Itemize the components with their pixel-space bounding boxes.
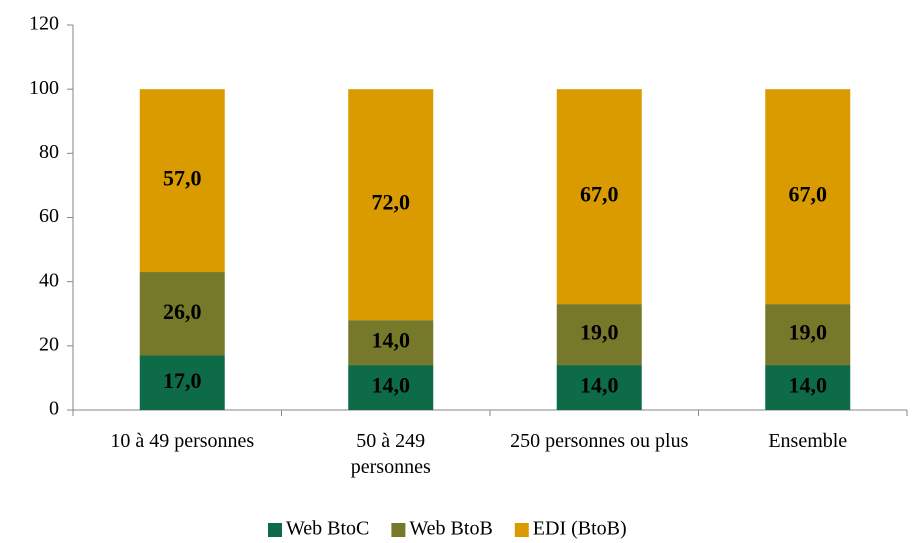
y-tick-label: 0	[49, 398, 59, 420]
x-tick-label: 50 à 249 personnes	[350, 430, 431, 478]
y-tick-label: 60	[39, 205, 59, 227]
x-tick-label: 250 personnes ou plus	[510, 430, 689, 452]
y-tick-label: 120	[29, 13, 59, 35]
y-tick-label: 20	[39, 333, 59, 355]
data-label: 19,0	[580, 320, 619, 345]
data-label: 19,0	[789, 320, 828, 345]
x-tick-label: 10 à 49 personnes	[110, 430, 255, 452]
bar-segment	[348, 89, 434, 321]
data-label: 14,0	[372, 373, 411, 398]
data-label: 72,0	[372, 190, 411, 215]
bar-segment	[139, 272, 225, 356]
y-tick-label: 100	[29, 77, 59, 99]
data-label: 17,0	[163, 368, 202, 393]
data-label: 14,0	[580, 373, 619, 398]
bar-segment	[139, 355, 225, 410]
legend-label: Web BtoC	[286, 518, 369, 540]
data-label: 57,0	[163, 166, 202, 191]
bar-segment	[556, 304, 642, 366]
data-label: 26,0	[163, 299, 202, 324]
bar-segment	[765, 365, 851, 410]
bar-segment	[765, 304, 851, 366]
data-label: 67,0	[789, 182, 828, 207]
bar-segment	[556, 89, 642, 305]
bar-segment	[556, 365, 642, 410]
data-label: 14,0	[789, 373, 828, 398]
legend-swatch	[514, 523, 529, 537]
legend-swatch	[391, 523, 406, 537]
bar-segment	[348, 365, 434, 410]
y-tick-label: 40	[39, 269, 59, 291]
y-tick-label: 80	[39, 141, 59, 163]
legend-swatch	[268, 523, 282, 537]
x-tick-label: Ensemble	[768, 430, 848, 452]
legend-label: Web BtoB	[409, 518, 492, 540]
data-label: 67,0	[580, 182, 619, 207]
legend-label: EDI (BtoB)	[533, 518, 627, 540]
data-label: 14,0	[372, 328, 411, 353]
bar-segment	[348, 320, 434, 366]
bar-segment	[139, 89, 225, 273]
bar-segment	[765, 89, 851, 305]
